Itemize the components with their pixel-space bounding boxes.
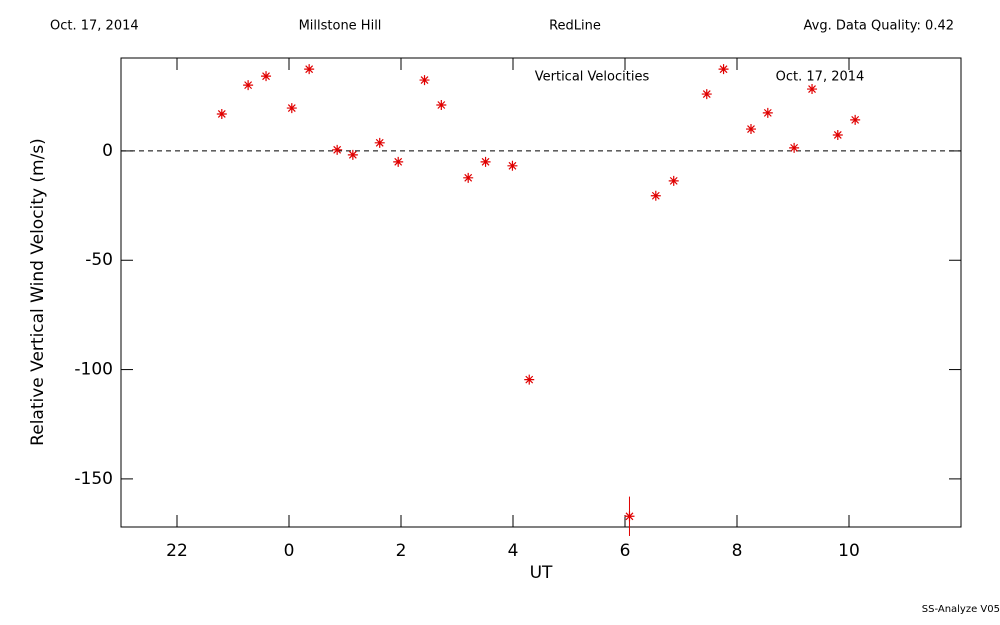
x-tick-label: 2 xyxy=(396,541,407,561)
point xyxy=(286,103,297,114)
x-tick-label: 4 xyxy=(508,541,519,561)
point xyxy=(524,374,535,385)
point xyxy=(718,64,729,75)
header-quality: Avg. Data Quality: 0.42 xyxy=(804,19,954,34)
point xyxy=(650,190,661,201)
point xyxy=(624,511,635,522)
point xyxy=(436,100,447,111)
point xyxy=(304,64,315,75)
header-line: RedLine xyxy=(549,19,601,34)
point xyxy=(261,71,272,82)
point xyxy=(807,84,818,95)
point xyxy=(789,142,800,153)
x-tick-label: 8 xyxy=(732,541,743,561)
y-axis-label: Relative Vertical Wind Velocity (m/s) xyxy=(28,138,48,446)
point xyxy=(701,89,712,100)
x-tick-label: 6 xyxy=(620,541,631,561)
x-tick-label: 0 xyxy=(284,541,295,561)
chart-title: Vertical Velocities xyxy=(535,70,650,85)
point xyxy=(393,156,404,167)
y-tick-label: 0 xyxy=(102,141,113,161)
point xyxy=(850,114,861,125)
point xyxy=(216,108,227,119)
point xyxy=(746,124,756,135)
point xyxy=(374,137,385,148)
point xyxy=(463,172,474,183)
y-tick-label: -50 xyxy=(85,250,113,270)
header-site: Millstone Hill xyxy=(299,19,382,34)
y-tick-label: -150 xyxy=(74,469,113,489)
point xyxy=(332,144,343,155)
x-axis-label: UT xyxy=(530,563,553,583)
point xyxy=(762,107,773,118)
header-date: Oct. 17, 2014 xyxy=(50,19,139,34)
point xyxy=(419,75,430,86)
x-tick-label: 22 xyxy=(166,541,188,561)
point xyxy=(507,160,518,171)
point xyxy=(668,175,679,186)
footer: SS-Analyze V05 xyxy=(922,604,1000,615)
point xyxy=(347,149,358,160)
point xyxy=(480,156,491,167)
y-tick-label: -100 xyxy=(74,360,113,380)
point xyxy=(243,80,254,91)
plot-frame xyxy=(120,57,962,528)
point xyxy=(832,129,843,140)
x-tick-label: 10 xyxy=(838,541,860,561)
chart-subtitle: Oct. 17, 2014 xyxy=(776,70,865,85)
